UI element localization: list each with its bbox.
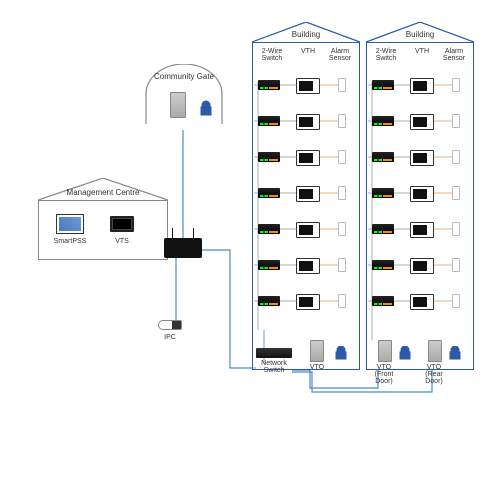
vth-device <box>410 78 434 94</box>
building1-vto: VTO <box>310 340 324 362</box>
alarm-sensor <box>452 222 460 236</box>
alarm-sensor <box>452 150 460 164</box>
building2-vto-front: VTO (Front Door) <box>378 340 392 362</box>
building-1-title: Building <box>252 30 360 39</box>
vto-label-b1: VTO <box>306 364 328 371</box>
alarm-sensor <box>452 186 460 200</box>
col-2wire-switch: 2-Wire Switch <box>254 48 290 62</box>
management-centre: Management Centre SmartPSS VTS <box>38 178 168 266</box>
vth-device <box>410 258 434 274</box>
alarm-sensor <box>452 258 460 272</box>
building1-lock <box>334 346 348 365</box>
building1-network-switch: Network Switch <box>256 348 292 358</box>
vth-device <box>296 114 320 130</box>
alarm-sensor <box>452 78 460 92</box>
alarm-sensor <box>338 150 346 164</box>
alarm-sensor <box>338 114 346 128</box>
vth-device <box>296 258 320 274</box>
col-2wire-switch-2: 2-Wire Switch <box>368 48 404 62</box>
col-vth: VTH <box>294 48 322 55</box>
alarm-sensor <box>452 294 460 308</box>
gate-vto <box>170 92 186 118</box>
smartpss-label: SmartPSS <box>48 238 92 245</box>
2wire-switch <box>258 116 280 126</box>
2wire-switch <box>258 260 280 270</box>
building2-lock-front <box>398 346 412 365</box>
2wire-switch <box>258 296 280 306</box>
2wire-switch <box>372 152 394 162</box>
vth-device <box>410 186 434 202</box>
2wire-switch <box>372 260 394 270</box>
vto-rear-label: VTO (Rear Door) <box>418 364 450 385</box>
vts-device <box>110 216 134 232</box>
vth-device <box>410 294 434 310</box>
building2-vto-rear: VTO (Rear Door) <box>428 340 442 362</box>
vth-device <box>296 78 320 94</box>
building-2-title: Building <box>366 30 474 39</box>
ipc-device: IPC <box>158 320 182 330</box>
gate-lock <box>198 100 214 121</box>
col-alarm-sensor: Alarm Sensor <box>322 48 358 62</box>
vto-front-label: VTO (Front Door) <box>368 364 400 385</box>
lock-icon <box>198 100 214 116</box>
vth-device <box>296 186 320 202</box>
col-vth-2: VTH <box>408 48 436 55</box>
vth-device <box>410 150 434 166</box>
vth-device <box>410 114 434 130</box>
network-switch-label: Network Switch <box>252 360 296 374</box>
2wire-switch <box>258 188 280 198</box>
lock-icon <box>448 346 462 360</box>
vth-device <box>410 222 434 238</box>
alarm-sensor <box>338 258 346 272</box>
lock-icon <box>398 346 412 360</box>
alarm-sensor <box>338 294 346 308</box>
2wire-switch <box>372 224 394 234</box>
community-gate: Community Gate <box>140 64 228 134</box>
alarm-sensor <box>452 114 460 128</box>
lock-icon <box>334 346 348 360</box>
2wire-switch <box>372 188 394 198</box>
vth-device <box>296 294 320 310</box>
col-alarm-sensor-2: Alarm Sensor <box>436 48 472 62</box>
2wire-switch <box>372 80 394 90</box>
alarm-sensor <box>338 186 346 200</box>
vts-label: VTS <box>104 238 140 245</box>
management-centre-label: Management Centre <box>38 188 168 197</box>
vth-device <box>296 150 320 166</box>
alarm-sensor <box>338 78 346 92</box>
community-gate-label: Community Gate <box>140 72 228 81</box>
ipc-label: IPC <box>158 334 182 341</box>
2wire-switch <box>258 152 280 162</box>
smartpss-device <box>56 214 84 234</box>
building2-lock-rear <box>448 346 462 365</box>
2wire-switch <box>372 116 394 126</box>
vth-device <box>296 222 320 238</box>
alarm-sensor <box>338 222 346 236</box>
2wire-switch <box>372 296 394 306</box>
2wire-switch <box>258 80 280 90</box>
router-device <box>164 238 202 258</box>
2wire-switch <box>258 224 280 234</box>
